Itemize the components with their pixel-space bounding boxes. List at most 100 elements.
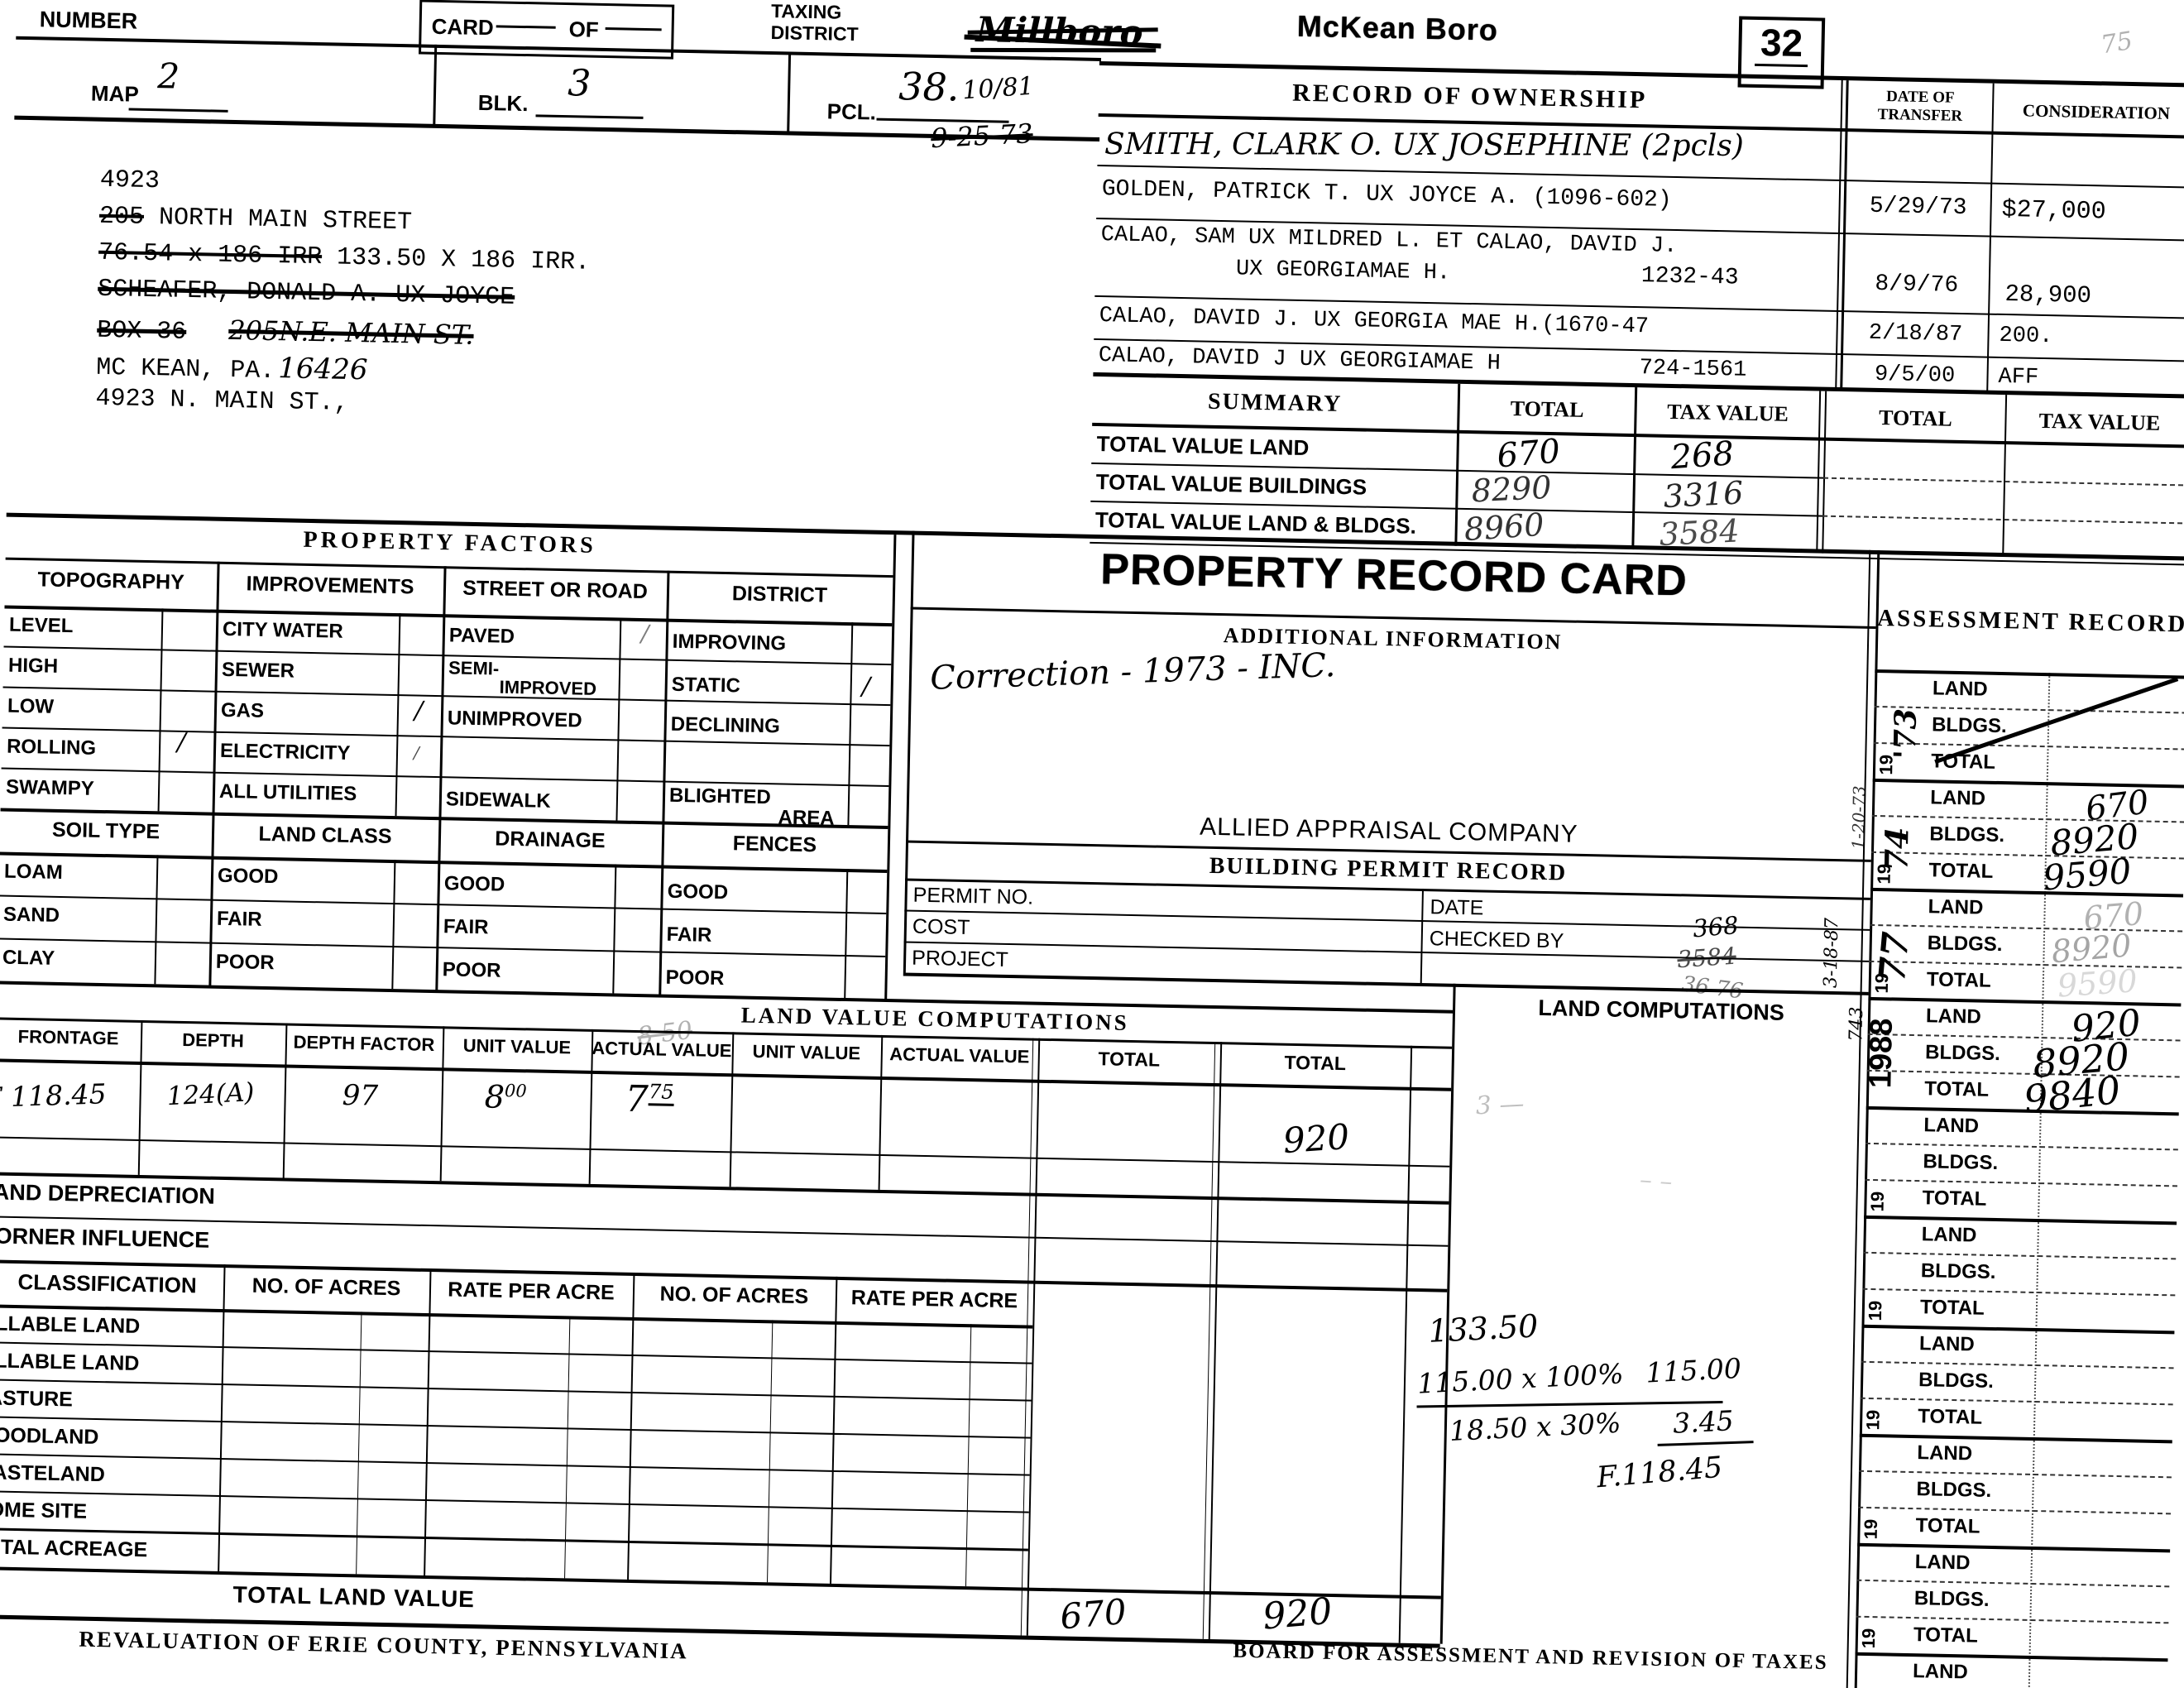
old-street-number: 205 [98, 202, 145, 232]
owner-row: CALAO, DAVID J UX GEORGIAMAE H [1098, 343, 1502, 376]
summary-total-col: TOTAL [1510, 396, 1584, 422]
class-wasteland: WASTELAND [0, 1460, 106, 1487]
improvements-col: IMPROVEMENTS [246, 572, 414, 599]
factor-semi-improved: IMPROVED [499, 676, 597, 699]
year-prefix: 19 [1864, 1300, 1886, 1321]
assessment-total-value: 9590 [2056, 962, 2138, 1005]
soil-loam: LOAM [3, 860, 63, 885]
assessment-total-label: TOTAL [1928, 859, 1994, 883]
assessment-land-label: LAND [1917, 1441, 1973, 1465]
factor-swampy: SWAMPY [5, 775, 95, 800]
pcl-value: 38. [898, 64, 960, 110]
transfer-date: 5/29/73 [1869, 193, 1967, 222]
summary-table: SUMMARY TOTAL TAX VALUE TOTAL TAX VALUE … [1090, 372, 2184, 561]
struck-district: Millboro [964, 9, 1161, 53]
actual-value-col2: ACTUAL VALUE [889, 1043, 1030, 1067]
owner-row: CALAO, DAVID J. UX GEORGIA MAE H.(1670-4… [1099, 304, 1650, 340]
factor-blighted: BLIGHTED [668, 784, 771, 809]
depth-value: 124(A) [165, 1077, 256, 1112]
city-line: MC KEAN, PA. 16426 [96, 348, 368, 388]
fences-col: FENCES [732, 832, 817, 857]
faint-scribble-1: 3 — [1474, 1089, 1525, 1121]
street-address: 205 NORTH MAIN STREET [99, 203, 413, 237]
frontage-col: FRONTAGE [17, 1025, 119, 1049]
summary-value: 3316 [1662, 474, 1745, 516]
card-blank [496, 12, 557, 29]
fences-fair: FAIR [666, 923, 712, 947]
street-name: NORTH MAIN STREET [158, 204, 413, 237]
summary-tax-col: TAX VALUE [1667, 399, 1789, 426]
depth-col: DEPTH [182, 1029, 245, 1052]
consideration-value: 28,900 [2004, 281, 2092, 310]
class-home-site: HOME SITE [0, 1498, 88, 1523]
corner-influence-label: CORNER INFLUENCE [0, 1223, 210, 1253]
factor-sewer: SEWER [221, 658, 295, 683]
assessment-side-note: 1-20-73 [1848, 785, 1870, 850]
year-prefix: 19 [1857, 1628, 1880, 1649]
gas-checkmark: / [414, 696, 424, 726]
assessment-year: 1988 [1863, 1018, 1899, 1089]
year-prefix: 19 [1862, 1409, 1884, 1431]
of-blank [605, 13, 662, 31]
drainage-poor: POOR [442, 958, 501, 982]
land-computations-title: LAND COMPUTATIONS [1538, 995, 1785, 1025]
number-label: NUMBER [39, 7, 138, 34]
assessment-year: 74 [1877, 827, 1916, 871]
consideration-value: AFF [1998, 364, 2039, 391]
drainage-fair: FAIR [443, 915, 489, 939]
land-value-computations-title: LAND VALUE COMPUTATIONS [740, 1002, 1130, 1035]
summary-value: 268 [1669, 434, 1736, 477]
assessment-bldgs-label: BLDGS. [1916, 1478, 1992, 1502]
map-value: 2 [156, 55, 180, 97]
book-page: 1232-43 [1640, 263, 1739, 291]
assessment-land-label: LAND [1925, 1005, 1981, 1029]
ownership-table: RECORD OF OWNERSHIP DATE OF TRANSFER CON… [1093, 60, 2184, 396]
class-woodland: WOODLAND [0, 1423, 99, 1450]
transfer-date: 2/18/87 [1868, 320, 1963, 348]
old-address: 205N.E. MAIN ST. [228, 314, 474, 351]
factor-city-water: CITY WATER [222, 617, 344, 643]
assessment-total-label: TOTAL [1926, 968, 1991, 992]
owner-row-line2: UX GEORGIAMAE H. [1235, 257, 1451, 286]
factor-rolling: ROLLING [6, 735, 97, 760]
consideration-value: $27,000 [2001, 195, 2106, 227]
assessment-bldgs-label: BLDGS. [1913, 1587, 1990, 1611]
summary-row-label: TOTAL VALUE LAND & BLDGS. [1094, 507, 1417, 539]
assessment-bldgs-label: BLDGS. [1924, 1041, 2001, 1066]
drainage-col: DRAINAGE [495, 827, 606, 853]
assessment-land-label: LAND [1923, 1114, 1980, 1138]
assessment-total-label: TOTAL [1919, 1296, 1985, 1320]
old-box-line: BOX 36 205N.E. MAIN ST. [97, 312, 474, 352]
total-col2: TOTAL [1284, 1051, 1347, 1075]
building-permit-record-title: BUILDING PERMIT RECORD [1209, 852, 1568, 886]
unit-value: 800 [484, 1078, 527, 1115]
appraisal-company: ALLIED APPRAISAL COMPANY [1199, 813, 1578, 848]
date-note: 10/81 [961, 71, 1035, 106]
assessment-land-label: LAND [1930, 786, 1986, 810]
factor-static: STATIC [671, 673, 741, 698]
faint-scribble-2: – – [1638, 1165, 1674, 1197]
assessment-land-label: LAND [1918, 1332, 1975, 1356]
summary-total-col2: TOTAL [1878, 405, 1953, 431]
unit-value-col: UNIT VALUE [462, 1034, 572, 1058]
total-land-value-1: 670 [1058, 1590, 1128, 1638]
factor-gas: GAS [220, 698, 265, 722]
date-of-transfer-col-2: TRANSFER [1877, 105, 1963, 125]
assessment-total-label: TOTAL [1922, 1187, 1987, 1211]
fences-poor: POOR [665, 966, 725, 990]
map-label: MAP [90, 80, 140, 107]
assessment-land-label: LAND [1928, 895, 1984, 919]
actual-value: 775 [625, 1077, 674, 1121]
taxing-district-label: TAXING DISTRICT [770, 0, 859, 46]
assessment-total-label: TOTAL [1913, 1623, 1979, 1647]
no-of-acres-col2: NO. OF ACRES [659, 1282, 809, 1309]
fences-good: GOOD [667, 880, 729, 904]
owner-row: GOLDEN, PATRICK T. UX JOYCE A. (1096-602… [1101, 176, 1672, 213]
assessment-year: '73 [1887, 707, 1924, 760]
depth-factor-value: 97 [342, 1078, 379, 1113]
assessment-bldgs-label: BLDGS. [1920, 1259, 1996, 1284]
computation-frontage-note: F.118.45 [1595, 1451, 1724, 1495]
assessment-total-label: TOTAL [1915, 1514, 1980, 1538]
drainage-good: GOOD [443, 872, 505, 896]
